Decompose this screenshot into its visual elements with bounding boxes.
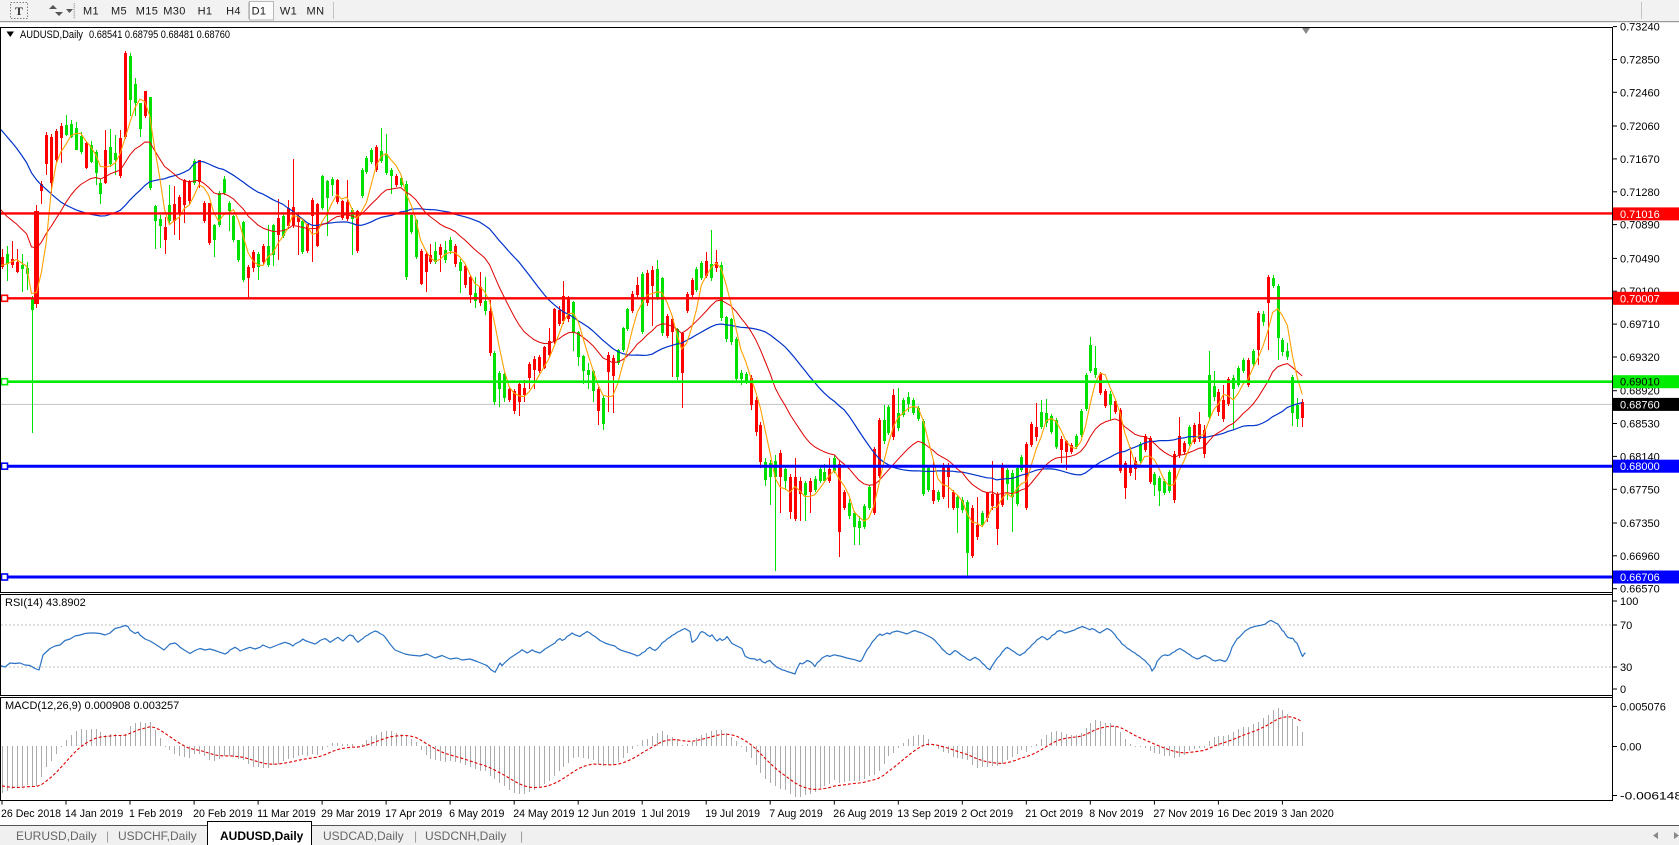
svg-text:1 Feb 2019: 1 Feb 2019 xyxy=(129,808,183,820)
svg-text:|: | xyxy=(520,829,523,843)
svg-text:AUDUSD,Daily: AUDUSD,Daily xyxy=(220,829,304,843)
svg-text:USDCHF,Daily: USDCHF,Daily xyxy=(118,829,197,843)
svg-text:0.69010: 0.69010 xyxy=(1620,377,1660,389)
svg-text:0.73240: 0.73240 xyxy=(1620,22,1660,34)
svg-text:0.66706: 0.66706 xyxy=(1620,572,1660,584)
svg-text:24 May 2019: 24 May 2019 xyxy=(513,808,574,820)
svg-text:0.70007: 0.70007 xyxy=(1620,293,1660,305)
svg-text:M30: M30 xyxy=(163,6,186,18)
svg-text:29 Mar 2019: 29 Mar 2019 xyxy=(321,808,381,820)
svg-text:M15: M15 xyxy=(136,6,159,18)
svg-text:USDCAD,Daily: USDCAD,Daily xyxy=(323,829,404,843)
svg-text:0.69710: 0.69710 xyxy=(1620,319,1660,331)
svg-text:100: 100 xyxy=(1620,596,1638,608)
svg-text:0.72460: 0.72460 xyxy=(1620,87,1660,99)
svg-text:30: 30 xyxy=(1620,662,1632,674)
svg-text:M5: M5 xyxy=(111,6,127,18)
svg-text:0.68530: 0.68530 xyxy=(1620,419,1660,431)
svg-text:0.71280: 0.71280 xyxy=(1620,187,1660,199)
svg-text:1 Jul 2019: 1 Jul 2019 xyxy=(641,808,690,820)
svg-text:0.70890: 0.70890 xyxy=(1620,220,1660,232)
svg-text:D1: D1 xyxy=(252,6,267,18)
svg-text:0.67350: 0.67350 xyxy=(1620,518,1660,530)
svg-text:7 Aug 2019: 7 Aug 2019 xyxy=(769,808,823,820)
svg-text:|: | xyxy=(106,829,109,843)
svg-text:USDCNH,Daily: USDCNH,Daily xyxy=(425,829,506,843)
svg-text:26 Dec 2018: 26 Dec 2018 xyxy=(1,808,61,820)
svg-text:0.71670: 0.71670 xyxy=(1620,154,1660,166)
svg-text:0.72060: 0.72060 xyxy=(1620,121,1660,133)
svg-text:H1: H1 xyxy=(198,6,213,18)
svg-text:T: T xyxy=(15,4,23,18)
svg-text:16 Dec 2019: 16 Dec 2019 xyxy=(1217,808,1277,820)
svg-text:0.71016: 0.71016 xyxy=(1620,209,1660,221)
svg-text:0.005076: 0.005076 xyxy=(1620,701,1666,713)
svg-text:13 Sep 2019: 13 Sep 2019 xyxy=(897,808,957,820)
svg-text:M1: M1 xyxy=(83,6,99,18)
svg-text:2 Oct 2019: 2 Oct 2019 xyxy=(961,808,1013,820)
svg-text:0.67750: 0.67750 xyxy=(1620,484,1660,496)
svg-text:0.00: 0.00 xyxy=(1620,742,1641,754)
svg-text:19 Jul 2019: 19 Jul 2019 xyxy=(705,808,760,820)
svg-text:AUDUSD,Daily: AUDUSD,Daily xyxy=(20,29,83,41)
svg-text:26 Aug 2019: 26 Aug 2019 xyxy=(833,808,893,820)
svg-text:12 Jun 2019: 12 Jun 2019 xyxy=(577,808,635,820)
svg-text:RSI(14) 43.8902: RSI(14) 43.8902 xyxy=(5,597,86,609)
svg-text:6 May 2019: 6 May 2019 xyxy=(449,808,504,820)
svg-text:14 Jan 2019: 14 Jan 2019 xyxy=(65,808,123,820)
svg-text:0.68760: 0.68760 xyxy=(1620,399,1660,411)
svg-text:0.72850: 0.72850 xyxy=(1620,55,1660,67)
svg-text:W1: W1 xyxy=(280,6,297,18)
svg-text:0.66570: 0.66570 xyxy=(1620,584,1660,596)
svg-text:0.68541 0.68795 0.68481 0.6876: 0.68541 0.68795 0.68481 0.68760 xyxy=(89,29,230,41)
svg-text:0: 0 xyxy=(1620,684,1626,696)
svg-text:11 Mar 2019: 11 Mar 2019 xyxy=(257,808,316,820)
svg-text:20 Feb 2019: 20 Feb 2019 xyxy=(193,808,253,820)
svg-text:EURUSD,Daily: EURUSD,Daily xyxy=(16,829,97,843)
svg-text:MACD(12,26,9) 0.000908 0.00325: MACD(12,26,9) 0.000908 0.003257 xyxy=(5,700,179,712)
svg-text:0.68000: 0.68000 xyxy=(1620,461,1660,473)
svg-text:17 Apr 2019: 17 Apr 2019 xyxy=(385,808,442,820)
svg-text:27 Nov 2019: 27 Nov 2019 xyxy=(1153,808,1213,820)
svg-text:3 Jan 2020: 3 Jan 2020 xyxy=(1281,808,1334,820)
svg-text:-0.006148: -0.006148 xyxy=(1620,791,1679,803)
svg-text:H4: H4 xyxy=(226,6,241,18)
svg-text:|: | xyxy=(414,829,417,843)
svg-text:21 Oct 2019: 21 Oct 2019 xyxy=(1025,808,1083,820)
svg-text:0.66960: 0.66960 xyxy=(1620,551,1660,563)
svg-text:0.70490: 0.70490 xyxy=(1620,253,1660,265)
svg-text:MN: MN xyxy=(307,6,325,18)
svg-text:70: 70 xyxy=(1620,620,1632,632)
svg-text:0.68920: 0.68920 xyxy=(1620,386,1660,398)
svg-text:0.69320: 0.69320 xyxy=(1620,352,1660,364)
svg-text:8 Nov 2019: 8 Nov 2019 xyxy=(1089,808,1143,820)
